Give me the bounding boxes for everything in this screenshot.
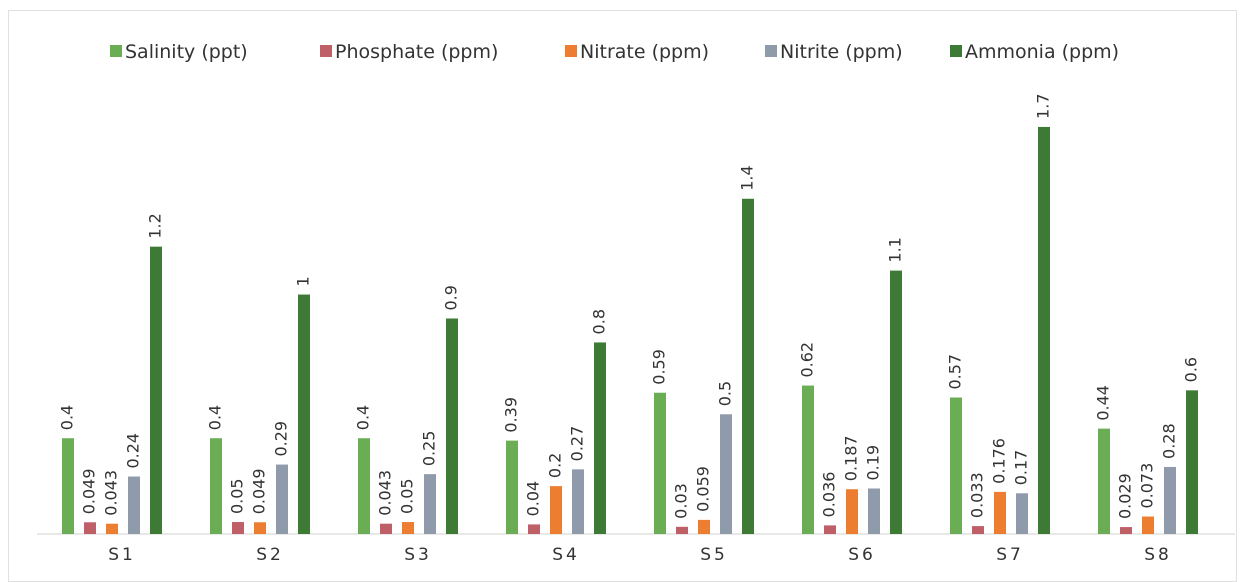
bar: [550, 486, 562, 534]
bar: [802, 385, 814, 534]
data-label: 0.8: [590, 309, 609, 334]
data-label: 0.05: [228, 478, 247, 514]
data-label: 0.049: [80, 468, 99, 514]
bar: [210, 438, 222, 534]
bar: [1142, 516, 1154, 534]
data-label: 0.187: [842, 435, 861, 481]
legend-label: Phosphate (ppm): [335, 41, 498, 63]
data-label: 0.24: [124, 433, 143, 469]
data-label: 0.44: [1094, 385, 1113, 421]
data-label: 0.57: [946, 354, 965, 390]
bar: [254, 522, 266, 534]
legend-swatch: [950, 45, 962, 57]
bar: [424, 474, 436, 534]
data-label: 0.049: [250, 468, 269, 514]
legend-label: Salinity (ppt): [125, 41, 248, 63]
data-label: 0.05: [398, 478, 417, 514]
bar: [1164, 466, 1176, 534]
legend-swatch: [765, 45, 777, 57]
x-tick-label: S7: [996, 545, 1024, 565]
data-label: 0.176: [990, 438, 1009, 484]
bar: [128, 476, 140, 534]
bar: [150, 246, 162, 534]
data-label: 0.5: [716, 381, 735, 406]
legend-swatch: [110, 45, 122, 57]
data-label: 0.4: [206, 405, 225, 430]
data-label: 0.25: [420, 431, 439, 467]
data-label: 0.39: [502, 397, 521, 433]
bar: [106, 523, 118, 534]
bar: [1016, 493, 1028, 534]
legend-label: Nitrite (ppm): [780, 41, 903, 63]
legend-label: Ammonia (ppm): [965, 41, 1119, 63]
legend-swatch: [320, 45, 332, 57]
x-tick-label: S5: [700, 545, 728, 565]
bar: [528, 524, 540, 534]
data-label: 0.28: [1160, 423, 1179, 459]
bar: [676, 526, 688, 534]
data-label: 1.7: [1034, 93, 1053, 118]
data-label: 0.27: [568, 426, 587, 462]
data-label: 0.029: [1116, 473, 1135, 519]
bar: [846, 489, 858, 534]
data-label: 0.2: [546, 453, 565, 478]
data-label: 0.4: [58, 405, 77, 430]
data-label: 0.4: [354, 405, 373, 430]
bar: [506, 440, 518, 534]
data-label: 0.043: [376, 470, 395, 516]
data-label: 1.4: [738, 165, 757, 190]
bar: [380, 523, 392, 534]
data-label: 0.59: [650, 349, 669, 385]
bar: [720, 414, 732, 534]
bar: [1098, 428, 1110, 534]
x-tick-label: S1: [108, 545, 136, 565]
data-label: 0.19: [864, 445, 883, 481]
data-label: 0.9: [442, 285, 461, 310]
bar: [446, 318, 458, 534]
bar: [824, 525, 836, 534]
data-label: 0.04: [524, 481, 543, 517]
bar: [572, 469, 584, 534]
x-tick-label: S3: [404, 545, 432, 565]
data-label: 0.033: [968, 472, 987, 518]
bar: [950, 397, 962, 534]
bar: [742, 198, 754, 534]
data-label: 0.03: [672, 483, 691, 519]
data-label: 0.6: [1182, 357, 1201, 382]
data-label: 0.059: [694, 466, 713, 512]
legend-label: Nitrate (ppm): [580, 41, 709, 63]
bar: [276, 464, 288, 534]
x-tick-label: S6: [848, 545, 876, 565]
bar: [232, 522, 244, 534]
bar: [594, 342, 606, 534]
bar: [402, 522, 414, 534]
data-label: 0.036: [820, 472, 839, 518]
data-label: 1: [294, 276, 313, 286]
data-label: 1.2: [146, 213, 165, 238]
legend-swatch: [565, 45, 577, 57]
data-label: 0.17: [1012, 450, 1031, 486]
data-label: 0.043: [102, 470, 121, 516]
data-label: 0.29: [272, 421, 291, 457]
bar: [62, 438, 74, 534]
bar: [698, 519, 710, 534]
bar: [868, 488, 880, 534]
bar: [890, 270, 902, 534]
bar: [1120, 527, 1132, 534]
x-tick-label: S4: [552, 545, 580, 565]
bar: [972, 526, 984, 534]
bar: [994, 491, 1006, 534]
bar: [654, 392, 666, 534]
x-tick-label: S2: [256, 545, 284, 565]
data-label: 1.1: [886, 237, 905, 262]
data-label: 0.62: [798, 342, 817, 378]
data-label: 0.073: [1138, 463, 1157, 509]
bar: [1038, 126, 1050, 534]
bar: [358, 438, 370, 534]
bar: [84, 522, 96, 534]
bar: [298, 294, 310, 534]
x-tick-label: S8: [1144, 545, 1172, 565]
bar: [1186, 390, 1198, 534]
